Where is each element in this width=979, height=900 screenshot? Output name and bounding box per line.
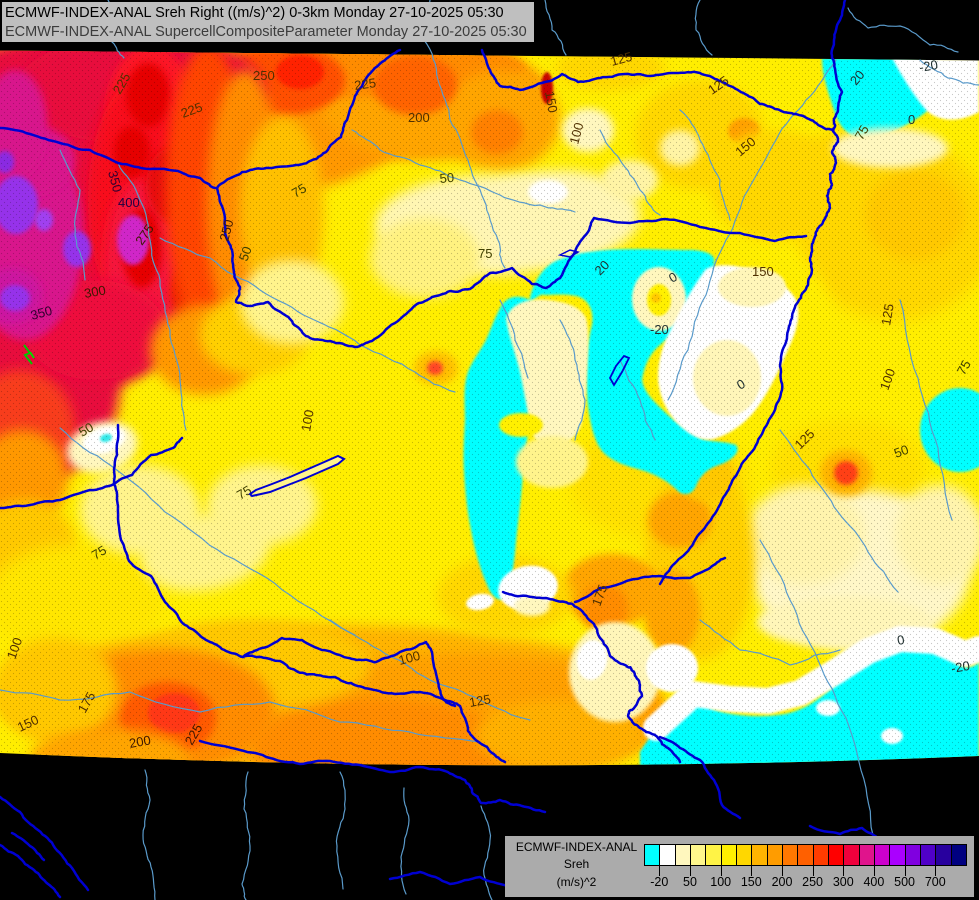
svg-text:75: 75	[289, 180, 309, 200]
svg-text:100: 100	[397, 648, 422, 668]
svg-text:200: 200	[128, 732, 152, 751]
svg-text:0: 0	[908, 112, 915, 127]
svg-text:350: 350	[29, 303, 54, 323]
svg-text:225: 225	[353, 75, 377, 93]
svg-text:300: 300	[83, 282, 107, 301]
svg-text:50: 50	[892, 442, 911, 461]
svg-text:50: 50	[439, 170, 455, 186]
svg-text:350: 350	[105, 169, 125, 194]
svg-text:50: 50	[76, 419, 96, 439]
svg-text:100: 100	[298, 409, 317, 433]
svg-text:100: 100	[566, 121, 586, 146]
svg-text:400: 400	[118, 195, 140, 210]
svg-text:200: 200	[408, 110, 430, 125]
svg-text:-20: -20	[950, 658, 971, 676]
svg-text:75: 75	[954, 357, 974, 377]
svg-text:0: 0	[896, 632, 906, 648]
svg-text:75: 75	[234, 482, 254, 502]
svg-text:75: 75	[478, 246, 492, 261]
svg-text:75: 75	[852, 122, 872, 142]
svg-text:-20: -20	[918, 57, 939, 75]
svg-text:100: 100	[4, 636, 26, 662]
svg-text:225: 225	[179, 99, 205, 121]
svg-text:150: 150	[752, 264, 774, 279]
svg-text:125: 125	[609, 49, 634, 69]
svg-text:100: 100	[877, 367, 899, 393]
svg-text:50: 50	[236, 244, 255, 263]
svg-text:75: 75	[89, 542, 109, 562]
svg-text:250: 250	[216, 218, 236, 243]
svg-text:150: 150	[542, 90, 561, 114]
svg-text:250: 250	[253, 68, 275, 83]
svg-text:175: 175	[589, 583, 611, 609]
svg-text:125: 125	[878, 303, 897, 327]
svg-text:-20: -20	[650, 322, 669, 337]
svg-text:125: 125	[468, 691, 492, 710]
